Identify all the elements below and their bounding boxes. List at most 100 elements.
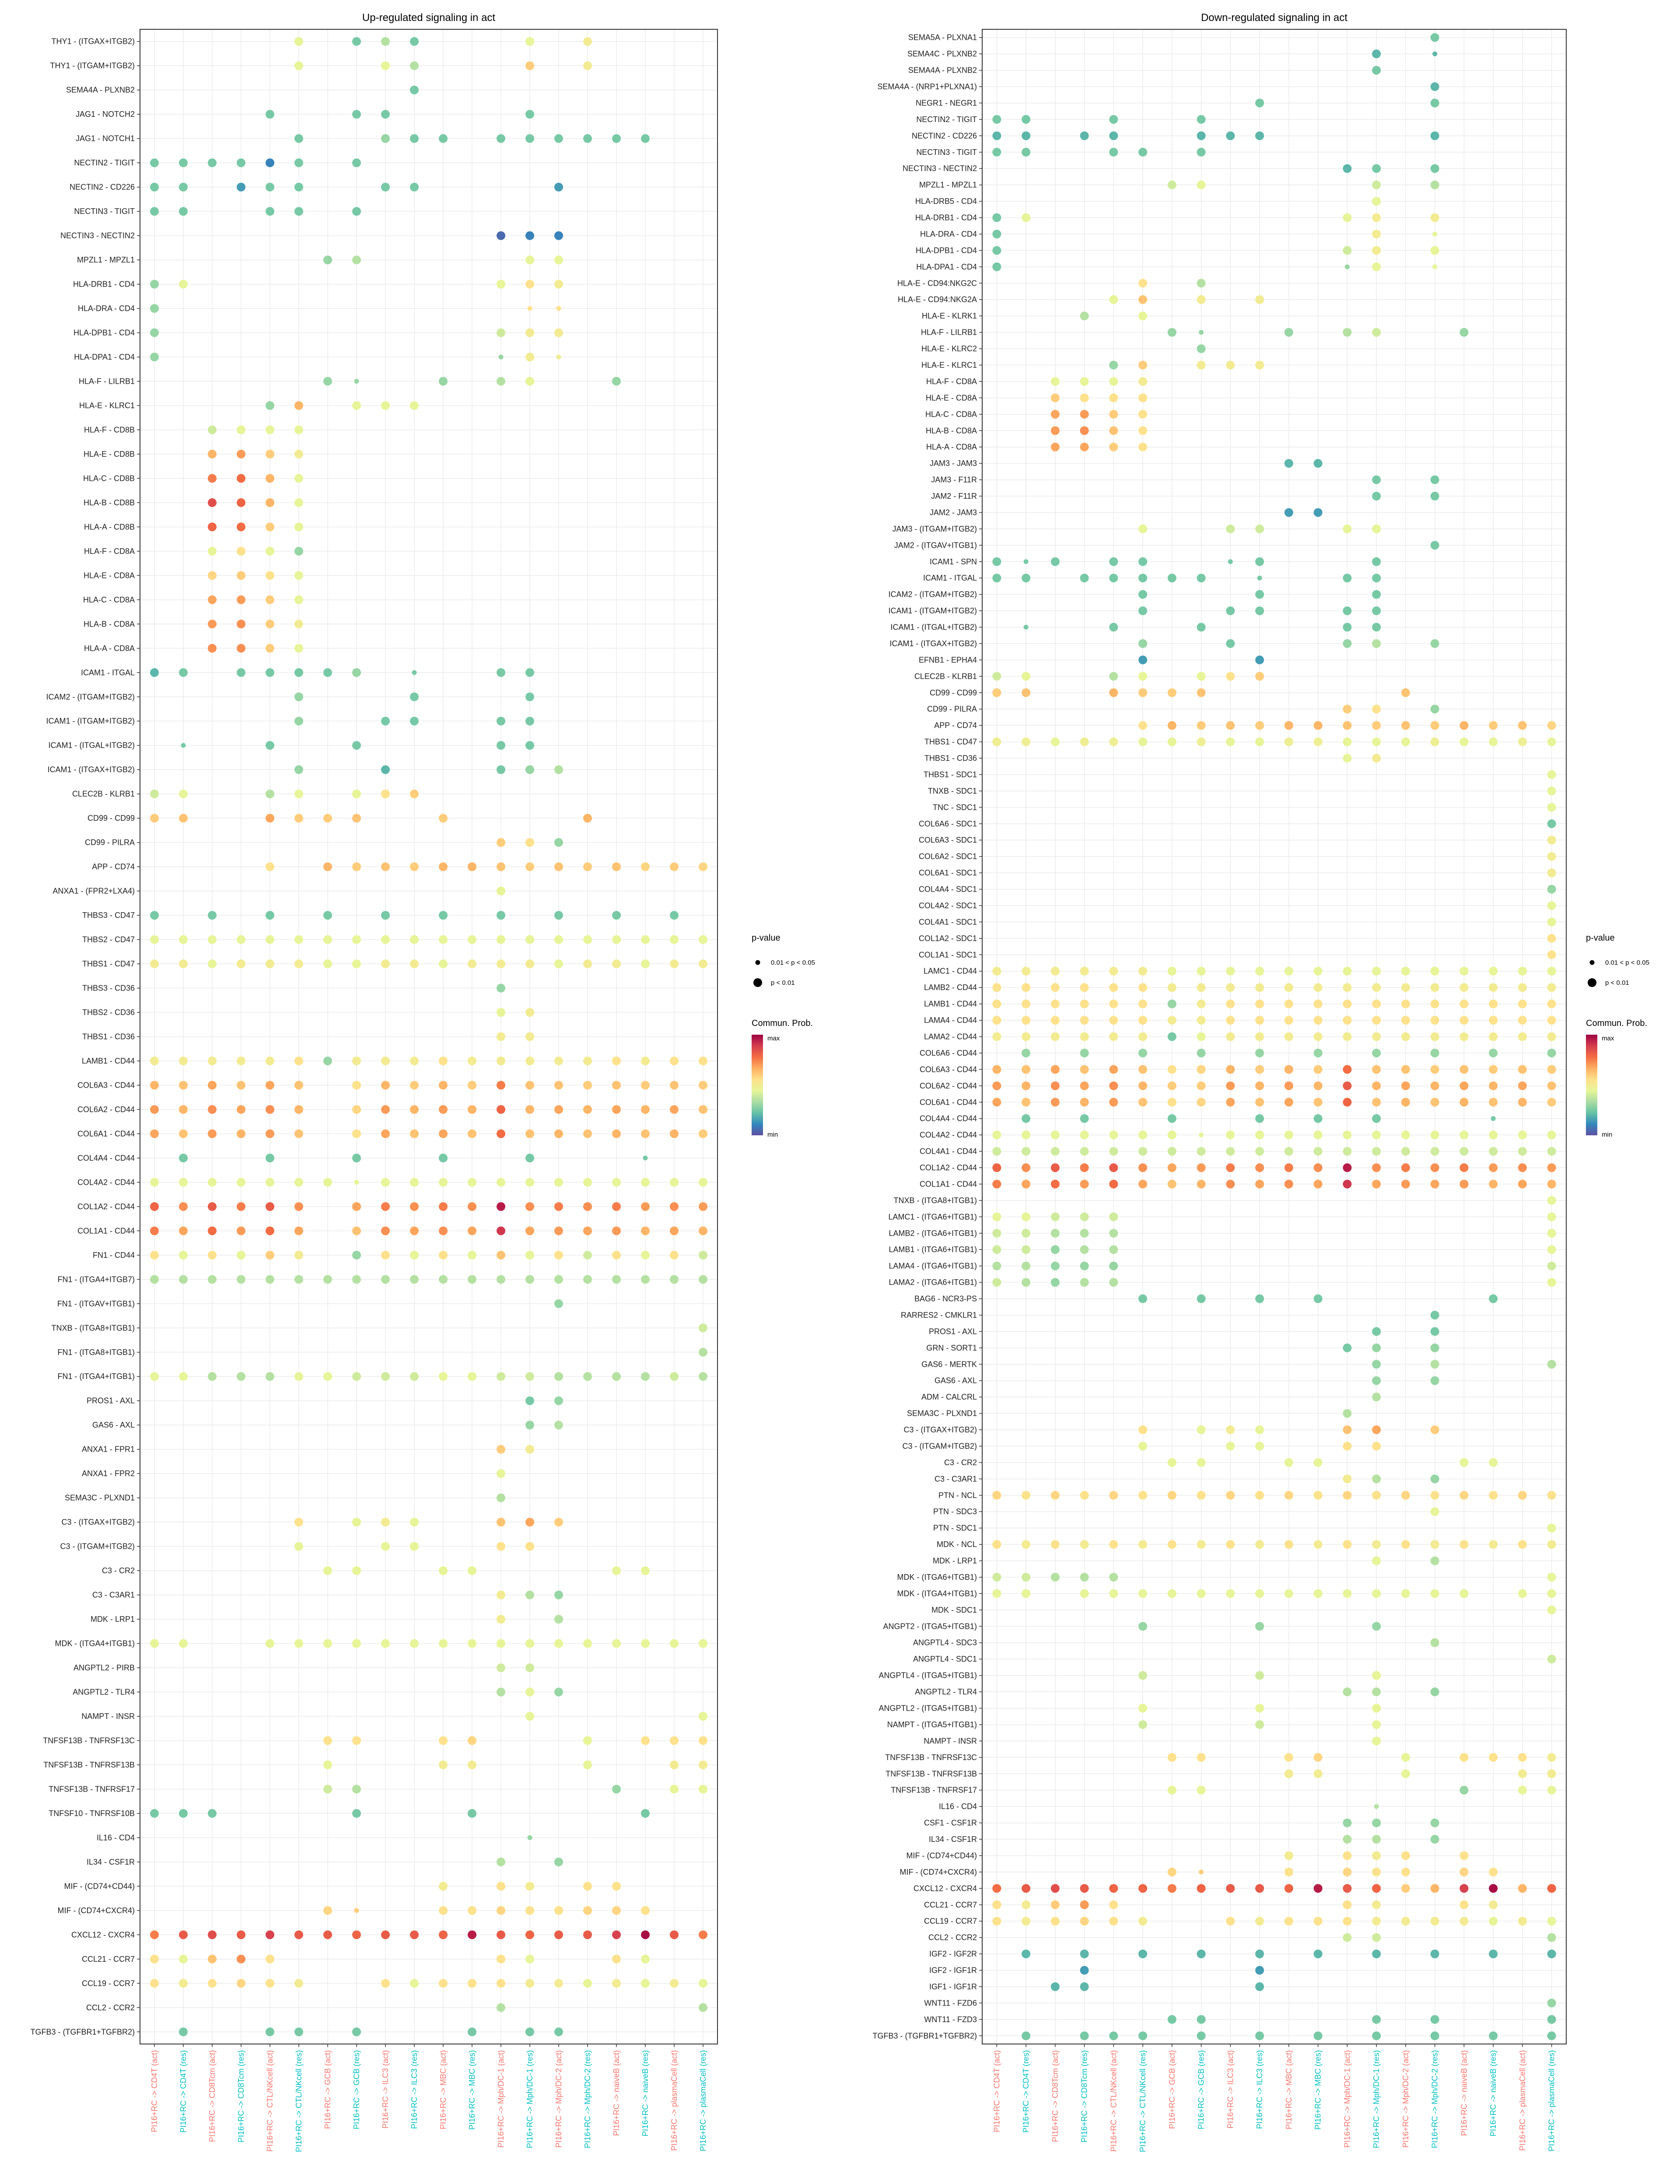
data-point (294, 498, 303, 507)
data-point (992, 1572, 1001, 1582)
data-point (1460, 1147, 1469, 1156)
y-tick-label: HLA-DRA - CD4 (78, 304, 135, 313)
data-point (1547, 1605, 1556, 1614)
data-point (1284, 1098, 1293, 1107)
data-point (266, 449, 274, 458)
x-tick-label: PI16+RC -> Mph/DC-2 (act) (1401, 2050, 1410, 2148)
data-point (1138, 2031, 1148, 2040)
y-tick-label: NECTIN2 - CD226 (912, 131, 977, 140)
data-point (1401, 1130, 1410, 1140)
data-point (1197, 966, 1206, 976)
data-point (583, 1906, 592, 1915)
data-point (670, 1250, 679, 1260)
data-point (1050, 1130, 1060, 1140)
data-point (612, 1372, 621, 1381)
data-point (1022, 1917, 1031, 1926)
data-point (1343, 1917, 1352, 1926)
data-point (1284, 721, 1293, 730)
data-point (641, 935, 650, 944)
data-point (1022, 1147, 1031, 1156)
data-point (612, 1930, 621, 1939)
data-point (1197, 344, 1206, 354)
data-point (468, 1736, 476, 1745)
data-point (266, 1178, 274, 1187)
data-point (1226, 1180, 1235, 1189)
legend-colorbar (1586, 1035, 1597, 1135)
data-point (992, 262, 1001, 271)
data-point (670, 1226, 679, 1236)
data-point (1460, 983, 1469, 992)
data-point (1518, 1065, 1527, 1074)
data-point (1080, 1966, 1089, 1975)
y-tick-label: ANXA1 - FPR2 (82, 1469, 135, 1478)
data-point (1343, 574, 1352, 583)
y-tick-label: CD99 - PILRA (85, 838, 135, 847)
data-point (1255, 1294, 1264, 1303)
data-point (323, 1275, 332, 1284)
data-point (612, 1979, 621, 1988)
data-point (1050, 1917, 1060, 1926)
data-point (381, 1226, 390, 1236)
data-point (641, 1979, 650, 1988)
data-point (1518, 1032, 1527, 1041)
data-point (1313, 2031, 1323, 2040)
data-point (525, 862, 534, 872)
data-point (1167, 1753, 1176, 1762)
data-point (266, 571, 274, 580)
grid (982, 29, 1566, 2044)
y-tick-label: IGF2 - IGF2R (929, 1950, 977, 1958)
data-point (1372, 229, 1381, 238)
data-point (266, 1056, 274, 1065)
legend-pvalue-title: p-value (1586, 933, 1615, 943)
data-point (237, 1979, 245, 1988)
data-point (381, 1081, 390, 1090)
data-point (237, 182, 245, 192)
y-tick-labels: THY1 - (ITGAX+ITGB2)THY1 - (ITGAM+ITGB2)… (30, 37, 140, 2036)
data-point (1080, 737, 1089, 746)
data-point (439, 935, 448, 944)
data-point (352, 1785, 361, 1794)
data-point (1344, 264, 1350, 270)
data-point (1518, 1540, 1527, 1549)
data-point (554, 1518, 563, 1527)
data-point (1343, 1065, 1352, 1074)
data-point (641, 1178, 650, 1187)
data-point (352, 1081, 361, 1090)
data-point (1284, 1458, 1293, 1467)
data-point (1372, 262, 1381, 271)
data-point (1547, 1523, 1556, 1533)
data-point (1255, 983, 1264, 992)
data-point (1022, 1228, 1031, 1238)
data-point (612, 1906, 621, 1915)
data-point (525, 1445, 534, 1454)
data-point (1022, 1016, 1031, 1025)
data-point (699, 1639, 707, 1648)
x-tick-labels: PI16+RC -> CD4T (act) PI16+RC -> CD4T (re… (150, 2044, 707, 2152)
y-tick-label: CXCL12 - CXCR4 (71, 1930, 135, 1939)
data-point (179, 1372, 188, 1381)
y-tick-label: HLA-B - CD8A (926, 426, 977, 435)
data-point (1226, 1032, 1235, 1041)
y-tick-label: COL4A2 - CD44 (77, 1178, 135, 1186)
data-point (294, 1372, 303, 1381)
y-tick-label: ANGPT2 - (ITGA5+ITGB1) (883, 1622, 977, 1631)
x-tick-label: PI16+RC -> plasmaCell (res) (1547, 2050, 1556, 2151)
data-point (1489, 1294, 1498, 1303)
data-point (1547, 1753, 1556, 1762)
y-tick-label: JAM2 - JAM3 (930, 508, 977, 517)
data-point (294, 1105, 303, 1114)
data-point (641, 1954, 650, 1964)
data-point (1109, 574, 1118, 583)
data-point (323, 1736, 332, 1745)
data-point (1255, 1016, 1264, 1025)
data-point (1255, 655, 1264, 665)
data-point (641, 1372, 650, 1381)
y-tick-label: C3 - (ITGAX+ITGB2) (903, 1425, 977, 1434)
y-tick-label: GAS6 - AXL (92, 1421, 135, 1429)
data-point (1430, 999, 1439, 1008)
data-point (497, 1493, 505, 1502)
data-point (1313, 1048, 1323, 1057)
data-point (1080, 1147, 1089, 1156)
data-point (179, 1202, 188, 1211)
data-point (992, 672, 1001, 681)
